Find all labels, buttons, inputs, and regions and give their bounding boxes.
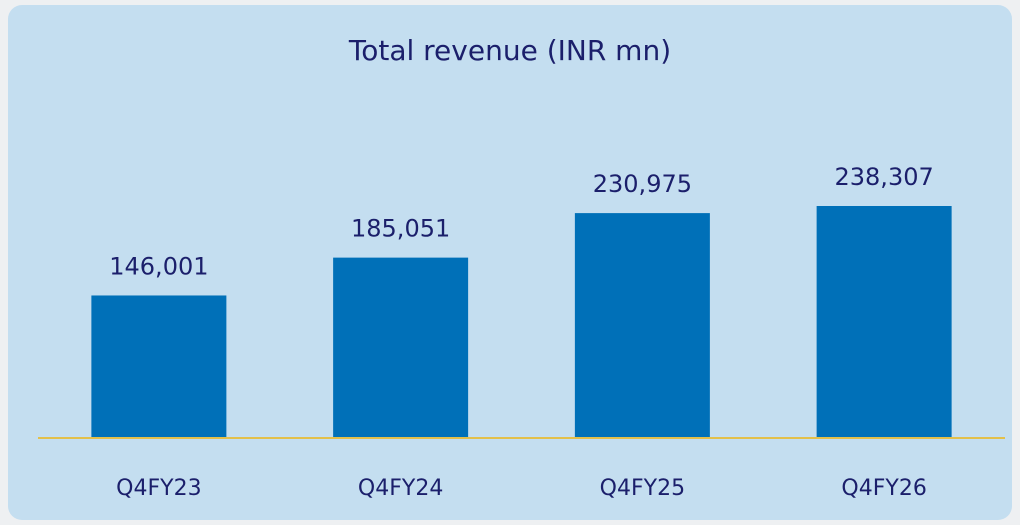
bar: [816, 206, 952, 437]
x-tick-label: Q4FY24: [358, 476, 443, 501]
value-label: 230,975: [593, 170, 692, 198]
x-tick-label: Q4FY26: [841, 476, 926, 501]
bar: [333, 257, 469, 437]
bar: [91, 295, 227, 437]
value-label: 238,307: [835, 163, 934, 191]
value-label: 146,001: [109, 252, 208, 280]
panel: [8, 5, 1012, 520]
value-label: 185,051: [351, 215, 450, 243]
x-tick-label: Q4FY23: [116, 476, 201, 501]
bar: [574, 213, 710, 437]
chart-title: Total revenue (INR mn): [348, 34, 671, 67]
x-tick-label: Q4FY25: [600, 476, 685, 501]
